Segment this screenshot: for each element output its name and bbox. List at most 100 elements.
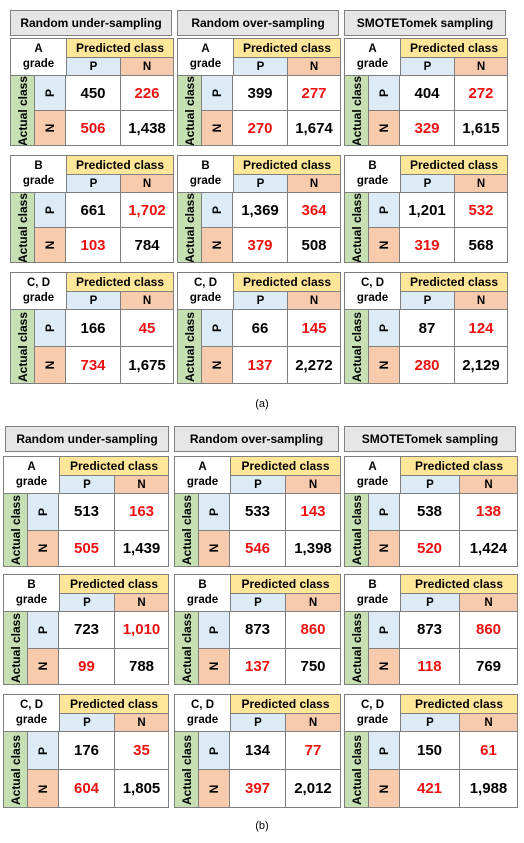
- method-header: Random under-sampling: [5, 426, 169, 452]
- false-negative-cell: 163: [114, 493, 168, 530]
- actual-n-text: N: [377, 240, 391, 250]
- true-negative-cell: 568: [454, 227, 507, 262]
- true-negative-cell: 508: [287, 227, 340, 262]
- grade-word: grade: [189, 292, 222, 304]
- actual-class-label: Actual class: [4, 731, 28, 807]
- actual-class-label: Actual class: [4, 611, 28, 684]
- predicted-n-header: N: [114, 593, 168, 611]
- actual-n-text: N: [377, 360, 391, 370]
- actual-class-label: Actual class: [345, 611, 369, 684]
- true-positive-cell: 87: [400, 309, 454, 346]
- grade-word: grade: [356, 714, 389, 726]
- actual-p-label: P: [35, 309, 66, 346]
- actual-n-label: N: [199, 769, 230, 807]
- grade-name: A: [34, 43, 43, 55]
- grade-label: C, D grade: [175, 695, 230, 731]
- true-negative-cell: 1,439: [114, 529, 168, 566]
- false-negative-cell: 61: [459, 731, 517, 769]
- actual-n-text: N: [377, 661, 391, 671]
- false-negative-cell: 1,010: [114, 611, 168, 648]
- actual-class-text: Actual class: [179, 734, 194, 805]
- predicted-class-header: Predicted class: [233, 156, 340, 174]
- actual-class-label: Actual class: [345, 309, 369, 383]
- predicted-n-header: N: [114, 713, 168, 731]
- true-positive-cell: 513: [59, 493, 114, 530]
- predicted-n-header: N: [120, 291, 173, 309]
- grade-label: C, D grade: [178, 273, 233, 309]
- grade-name: B: [201, 160, 210, 172]
- actual-p-text: P: [207, 507, 221, 516]
- actual-n-label: N: [369, 346, 400, 383]
- predicted-p-header: P: [66, 57, 120, 75]
- actual-class-text: Actual class: [182, 311, 197, 382]
- false-positive-cell: 421: [400, 769, 459, 807]
- grade-name: C, D: [27, 277, 50, 289]
- predicted-p-header: P: [233, 57, 287, 75]
- actual-n-label: N: [369, 647, 400, 684]
- actual-p-text: P: [377, 746, 391, 755]
- predicted-class-header: Predicted class: [233, 273, 340, 291]
- predicted-class-header: Predicted class: [230, 695, 340, 713]
- actual-n-label: N: [202, 110, 233, 145]
- predicted-n-header: N: [459, 593, 517, 611]
- actual-class-text: Actual class: [349, 192, 364, 262]
- false-positive-cell: 397: [230, 769, 285, 807]
- false-positive-cell: 379: [233, 227, 287, 262]
- true-negative-cell: 2,129: [454, 346, 507, 383]
- method-header: Random over-sampling: [177, 10, 339, 36]
- true-positive-cell: 404: [400, 75, 454, 110]
- predicted-p-header: P: [400, 291, 454, 309]
- predicted-p-header: P: [230, 475, 285, 493]
- predicted-p-header: P: [59, 475, 114, 493]
- true-positive-cell: 134: [230, 731, 285, 769]
- false-negative-cell: 124: [454, 309, 507, 346]
- false-negative-cell: 272: [454, 75, 507, 110]
- predicted-n-header: N: [287, 57, 340, 75]
- true-negative-cell: 1,675: [120, 346, 173, 383]
- predicted-p-header: P: [400, 57, 454, 75]
- predicted-class-header: Predicted class: [400, 39, 507, 57]
- actual-n-text: N: [210, 123, 224, 133]
- predicted-p-header: P: [400, 713, 459, 731]
- true-negative-cell: 750: [285, 647, 340, 684]
- grade-word: grade: [356, 594, 389, 606]
- actual-class-text: Actual class: [8, 734, 23, 805]
- grade-name: C, D: [194, 277, 217, 289]
- false-positive-cell: 319: [400, 227, 454, 262]
- actual-class-label: Actual class: [345, 192, 369, 262]
- true-negative-cell: 1,615: [454, 110, 507, 145]
- actual-class-text: Actual class: [179, 494, 194, 566]
- predicted-p-header: P: [59, 593, 114, 611]
- predicted-n-header: N: [285, 475, 340, 493]
- grade-label: C, D grade: [345, 273, 400, 309]
- true-positive-cell: 873: [230, 611, 285, 648]
- grade-word: grade: [22, 292, 55, 304]
- actual-n-label: N: [35, 110, 66, 145]
- actual-n-text: N: [207, 543, 221, 553]
- false-positive-cell: 280: [400, 346, 454, 383]
- grade-word: grade: [356, 175, 389, 187]
- grade-word: grade: [186, 714, 219, 726]
- actual-n-text: N: [36, 543, 50, 553]
- actual-class-label: Actual class: [11, 75, 35, 145]
- predicted-class-header: Predicted class: [59, 695, 168, 713]
- actual-p-text: P: [377, 323, 391, 333]
- false-negative-cell: 143: [285, 493, 340, 530]
- actual-n-label: N: [35, 227, 66, 262]
- predicted-n-header: N: [454, 174, 507, 192]
- actual-n-text: N: [36, 661, 50, 671]
- true-negative-cell: 2,272: [287, 346, 340, 383]
- grade-name: C, D: [20, 699, 43, 711]
